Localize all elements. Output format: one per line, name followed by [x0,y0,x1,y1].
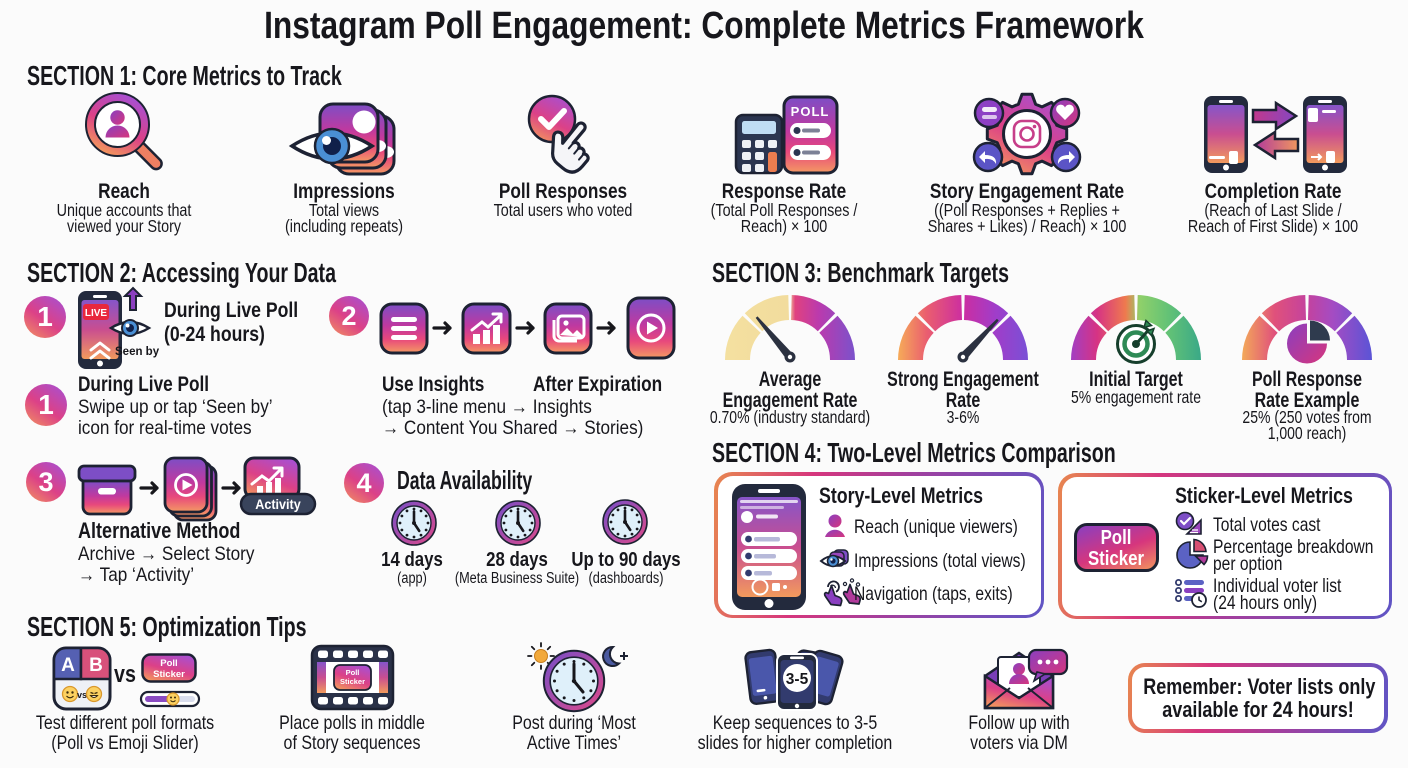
svg-text:Sticker: Sticker [153,669,185,680]
svg-text:A: A [61,655,75,676]
svg-text:LIVE: LIVE [85,308,108,319]
svg-text:Poll: Poll [346,668,360,677]
svg-text:Sticker: Sticker [340,677,365,686]
svg-text:Seen by: Seen by [115,346,160,358]
svg-text:Activity: Activity [255,496,301,512]
svg-text:Poll: Poll [160,658,177,669]
svg-text:POLL: POLL [791,104,830,119]
svg-text:vs: vs [77,690,87,700]
svg-text:B: B [89,655,103,676]
svg-text:3-5: 3-5 [786,671,809,688]
